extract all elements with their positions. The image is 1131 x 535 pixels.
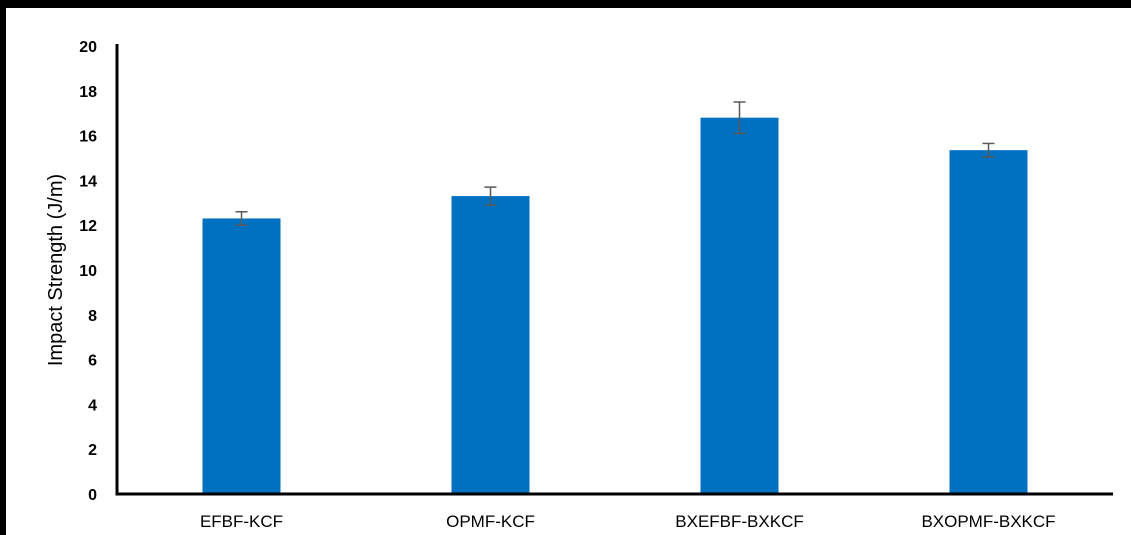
y-tick-label: 18 — [79, 84, 97, 101]
x-category-label: BXEFBF-BXKCF — [675, 512, 803, 531]
error-bar — [484, 186, 497, 206]
bar — [202, 218, 281, 495]
x-category-label: BXOPMF-BXKCF — [921, 512, 1055, 531]
y-tick-label: 16 — [79, 129, 97, 146]
x-category-labels: EFBF-KCF OPMF-KCF BXEFBF-BXKCF BXOPMF-BXKCF — [200, 512, 1056, 531]
y-tick-label: 10 — [79, 263, 97, 280]
bars-layer — [202, 117, 1028, 495]
y-axis-title: Impact Strength (J/m) — [45, 174, 67, 366]
y-tick-label: 8 — [88, 308, 97, 325]
y-tick-label: 20 — [79, 39, 97, 56]
y-tick-label: 14 — [79, 173, 97, 190]
bar — [700, 117, 779, 495]
error-bar — [235, 211, 248, 226]
y-tick-label: 4 — [88, 397, 97, 414]
error-bar — [733, 101, 746, 135]
y-tick-label: 6 — [88, 353, 97, 370]
y-tick-label: 2 — [88, 442, 97, 459]
x-category-label: OPMF-KCF — [446, 512, 535, 531]
error-bar — [982, 142, 995, 158]
y-tick-label: 0 — [88, 487, 97, 504]
y-tick-label: 12 — [79, 218, 97, 235]
y-tick-labels: 0 2 4 6 8 10 12 14 16 18 20 — [79, 39, 97, 504]
bar — [451, 196, 530, 494]
error-bars-layer — [235, 101, 995, 226]
x-category-label: EFBF-KCF — [200, 512, 283, 531]
bar — [949, 150, 1028, 494]
